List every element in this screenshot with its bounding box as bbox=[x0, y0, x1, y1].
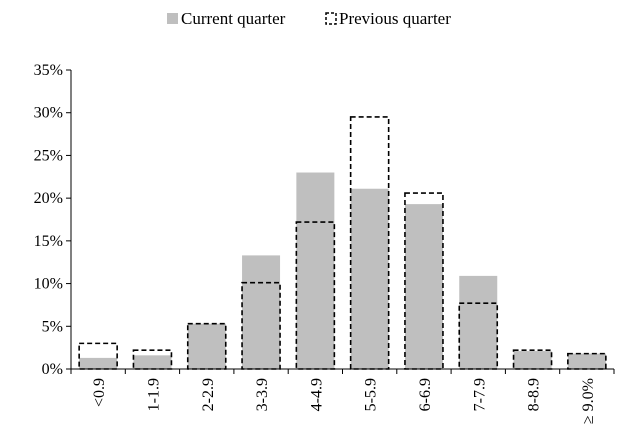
legend-swatch-current bbox=[167, 13, 178, 24]
x-tick-label-1: 1-1.9 bbox=[145, 378, 162, 411]
bar-previous-3 bbox=[241, 281, 281, 370]
legend: Current quarter Previous quarter bbox=[167, 9, 451, 28]
x-tick-label-9: ≥ 9.0% bbox=[580, 378, 597, 424]
legend-label-previous: Previous quarter bbox=[339, 9, 451, 28]
y-tick-label-7: 35% bbox=[34, 62, 63, 79]
bar-current-7 bbox=[459, 275, 498, 369]
y-tick-label-6: 30% bbox=[34, 105, 63, 122]
bar-current-3 bbox=[242, 255, 281, 369]
x-tick-label-0: <0.9 bbox=[91, 378, 108, 407]
bars-previous bbox=[78, 116, 607, 370]
y-tick-label-5: 25% bbox=[34, 147, 63, 164]
y-tick-label-4: 20% bbox=[34, 190, 63, 207]
y-tick-label-2: 10% bbox=[34, 276, 63, 293]
bar-current-1 bbox=[133, 355, 172, 369]
bar-current-4 bbox=[296, 172, 335, 369]
x-tick-label-2: 2-2.9 bbox=[200, 378, 217, 411]
legend-label-current: Current quarter bbox=[181, 9, 286, 28]
x-tick-label-6: 6-6.9 bbox=[417, 378, 434, 411]
bar-current-2 bbox=[187, 323, 226, 369]
x-axis: <0.9 1-1.9 2-2.9 3-3.9 4-4.9 5-5.9 6-6.9 7-7.9 8… bbox=[70, 368, 615, 424]
bar-current-8 bbox=[513, 351, 552, 369]
bar-current-9 bbox=[567, 353, 606, 369]
y-tick-label-0: 0% bbox=[42, 361, 63, 378]
bar-current-6 bbox=[404, 204, 443, 369]
y-tick-label-3: 15% bbox=[34, 233, 63, 250]
y-tick-label-1: 5% bbox=[42, 318, 63, 335]
x-tick-label-7: 7-7.9 bbox=[471, 378, 488, 411]
bar-current-0 bbox=[79, 357, 118, 369]
bar-previous-5 bbox=[349, 116, 390, 370]
x-tick-label-8: 8-8.9 bbox=[526, 378, 543, 411]
y-axis: 0% 5% 10% 15% 20% 25% 30% 35% bbox=[34, 62, 72, 378]
bar-current-5 bbox=[350, 188, 389, 369]
x-tick-label-3: 3-3.9 bbox=[254, 378, 271, 411]
legend-swatch-previous bbox=[325, 12, 337, 25]
bar-previous-2 bbox=[186, 322, 227, 370]
x-tick-label-5: 5-5.9 bbox=[363, 378, 380, 411]
x-tick-label-4: 4-4.9 bbox=[308, 378, 325, 411]
bars-current bbox=[79, 172, 606, 369]
